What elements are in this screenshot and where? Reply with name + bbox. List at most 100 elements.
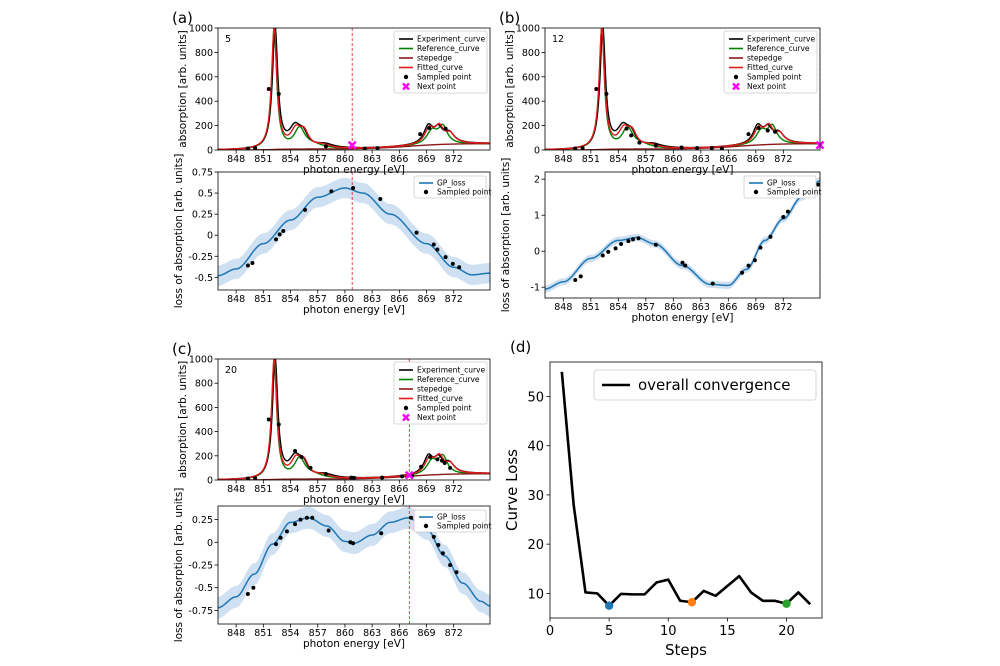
x-tick-label: 866 [719, 154, 737, 165]
step-number: 12 [552, 34, 564, 45]
x-tick-label: 857 [637, 154, 655, 165]
sampled-point [245, 146, 250, 150]
x-tick-label: 851 [254, 484, 272, 495]
legend-label: stepedge [747, 54, 782, 63]
x-tick-label: 869 [417, 628, 435, 639]
x-tick-label: 851 [582, 154, 600, 165]
sampled-point [308, 465, 313, 470]
sampled-point [362, 146, 367, 150]
y-tick-label: 0 [207, 146, 213, 157]
x-axis-label: photon energy [eV] [303, 164, 405, 176]
gp-confidence-band [218, 177, 490, 286]
x-axis-label: photon energy [eV] [631, 312, 733, 324]
y-tick-label: 40 [527, 440, 544, 455]
sampled-point [274, 542, 279, 547]
sampled-point [439, 458, 444, 463]
x-tick-label: 848 [554, 302, 572, 313]
highlight-point [604, 601, 614, 610]
y-axis-label: loss of absorption [arb. units] [173, 488, 185, 643]
y-tick-label: 0 [207, 231, 213, 242]
y-tick-label: 800 [195, 379, 213, 390]
sampled-point [710, 281, 715, 286]
legend-box [413, 175, 487, 199]
sampled-point [573, 146, 578, 150]
sampled-point [431, 242, 436, 247]
sampled-point [619, 242, 624, 246]
sampled-point [253, 476, 258, 480]
legend-label: stepedge [417, 54, 452, 63]
y-tick-label: 1000 [189, 355, 213, 366]
sampled-point [785, 209, 790, 214]
y-axis-label: absorption [arb. units] [177, 30, 189, 148]
sampled-point [653, 143, 658, 148]
legend-swatch [733, 74, 739, 80]
y-tick-label: 30 [527, 489, 544, 504]
gp-plot-5: 848 851 854 857 860 863 866 869 872 -0.75 -0.5 -0.2… [173, 488, 491, 650]
sampled-point [683, 263, 688, 268]
legend-label: Reference_curve [747, 44, 810, 53]
legend-label: Sampled point [437, 522, 491, 531]
sampled-point [276, 422, 281, 427]
x-tick-label: 872 [445, 154, 463, 165]
sampled-point [281, 229, 286, 233]
step-number: 20 [225, 365, 237, 376]
x-tick-label: 854 [609, 154, 627, 165]
sampled-point [298, 517, 303, 522]
y-tick-label: 10 [527, 587, 544, 602]
y-tick-label: 2 [534, 175, 540, 186]
gp-plot-1: 848 851 854 857 860 863 866 869 872 -0.5 -0.25 0 0.2… [173, 154, 491, 316]
sampled-point [304, 515, 309, 520]
sampled-point [284, 529, 289, 534]
x-tick-label: 863 [692, 302, 710, 313]
x-tick-label: 5 [605, 624, 613, 639]
legend-label: Fitted_curve [747, 63, 793, 72]
legend-swatch [402, 413, 410, 422]
sampled-point [409, 515, 414, 520]
y-tick-label: 400 [195, 427, 213, 438]
sampled-point [418, 132, 423, 137]
x-axis-label: photon energy [eV] [303, 494, 405, 506]
sampled-point [573, 278, 578, 282]
gp-confidence-band [218, 506, 490, 619]
highlight-point [687, 598, 697, 607]
y-tick-label: 1 [534, 211, 540, 222]
sampled-point [310, 515, 315, 520]
sampled-point [756, 126, 761, 131]
sampled-point [414, 230, 419, 235]
gp-series [218, 506, 490, 624]
x-tick-label: 869 [417, 154, 435, 165]
sampled-point [746, 132, 751, 137]
legend-label: GP_loss [767, 179, 796, 188]
y-tick-label: 0 [207, 538, 213, 549]
sampled-point [781, 215, 786, 219]
sampled-point [277, 232, 282, 237]
sampled-point [629, 133, 634, 138]
gp-plot-3: 848 851 854 857 860 863 866 869 872 -1 0 1 2 photon e… [500, 158, 821, 324]
legend-box [743, 175, 817, 199]
x-tick-label: 869 [417, 484, 435, 495]
legend-box [593, 369, 817, 401]
x-tick-label: 872 [445, 294, 463, 305]
y-tick-label: 0.25 [192, 515, 213, 526]
x-axis-label: photon energy [eV] [303, 638, 405, 650]
x-tick-label: 872 [445, 628, 463, 639]
y-tick-label: -0.25 [188, 252, 213, 263]
legend-swatch [732, 82, 740, 91]
legend-label: Reference_curve [417, 44, 480, 53]
sampled-point [329, 189, 334, 194]
y-tick-label: -0.5 [194, 583, 213, 594]
sampled-point [274, 237, 279, 242]
sampled-point [303, 207, 308, 212]
sampled-point [323, 471, 328, 476]
legend-box [413, 509, 487, 533]
x-tick-label: 866 [390, 484, 408, 495]
legend-swatch [423, 189, 429, 195]
legend-label: Sampled point [417, 73, 471, 82]
sampled-point [740, 270, 745, 275]
legend-box [723, 30, 818, 94]
sampled-point [379, 531, 384, 536]
x-tick-label: 857 [309, 154, 327, 165]
x-tick-label: 860 [336, 484, 354, 495]
y-tick-label: 600 [195, 403, 213, 414]
